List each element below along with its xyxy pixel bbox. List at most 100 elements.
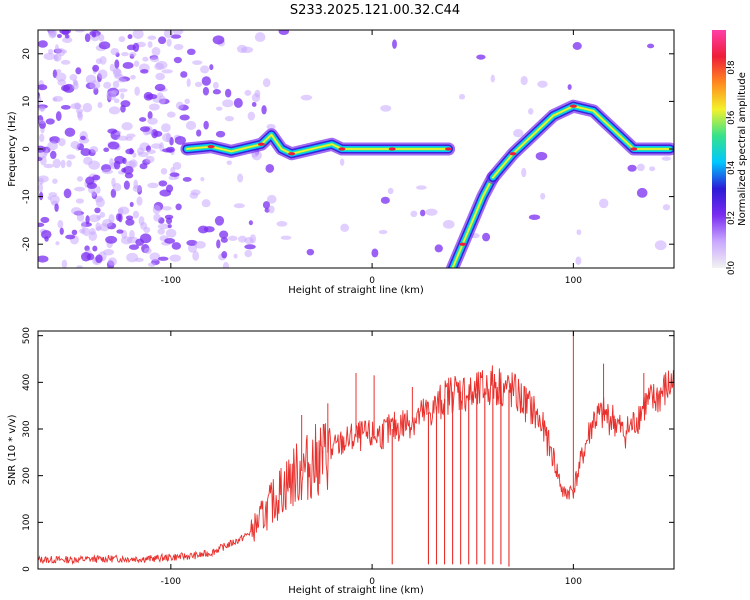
- heatmap-cell: [111, 89, 119, 95]
- spectrogram-xlabel: Height of straight line (km): [288, 285, 424, 296]
- heatmap-cell: [175, 101, 184, 110]
- heatmap-cell: [201, 199, 211, 208]
- heatmap-cell: [186, 78, 191, 88]
- colorbar-label: Normalized spectral amplitude: [737, 72, 748, 226]
- heatmap-cell: [149, 252, 161, 262]
- heatmap-cell: [164, 237, 176, 244]
- ridge-peak: [207, 145, 215, 149]
- heatmap-cell: [212, 81, 219, 90]
- heatmap-cell: [97, 102, 103, 109]
- heatmap-cell: [161, 69, 173, 74]
- heatmap-cell: [169, 172, 180, 177]
- heatmap-cell: [157, 36, 167, 45]
- snr-ylabel: SNR (10 * v/v): [7, 414, 18, 485]
- spectrogram-ylabel: Frequency (Hz): [7, 111, 18, 187]
- heatmap-cell: [59, 30, 71, 35]
- heatmap-cell: [38, 177, 44, 185]
- heatmap-cell: [92, 245, 98, 252]
- ridge-peak: [338, 147, 346, 151]
- heatmap-cell: [102, 219, 113, 228]
- heatmap-cell: [95, 254, 103, 264]
- heatmap-cell: [598, 198, 609, 209]
- heatmap-cell: [57, 220, 64, 229]
- heatmap-cell: [340, 223, 350, 232]
- heatmap-cell: [540, 192, 546, 200]
- ridge-peak: [459, 242, 467, 246]
- heatmap-cell: [55, 72, 67, 82]
- heatmap-cell: [110, 48, 119, 56]
- heatmap-cell: [48, 30, 57, 39]
- heatmap-cell: [43, 163, 54, 169]
- heatmap-cell: [166, 132, 171, 143]
- heatmap-cell: [54, 44, 59, 53]
- heatmap-cell: [387, 187, 394, 195]
- y-tick-label: 0: [22, 146, 32, 152]
- snr-x-axis: -100 0 100: [161, 331, 582, 587]
- heatmap-cell: [197, 225, 209, 234]
- snr-panel: -100 0 100 0 100 200 300 400 500 Height of stra…: [7, 327, 675, 596]
- heatmap-cell: [186, 48, 196, 56]
- x-tick-label: -100: [161, 276, 182, 286]
- heatmap-cell: [120, 92, 125, 100]
- heatmap-cell: [66, 154, 76, 160]
- heatmap-cell: [120, 100, 131, 108]
- heatmap-cell: [96, 215, 102, 220]
- heatmap-cell: [636, 187, 648, 198]
- heatmap-cell: [71, 229, 78, 236]
- heatmap-cell: [265, 163, 275, 173]
- heatmap-cell: [268, 205, 275, 214]
- heatmap-cell: [91, 190, 97, 197]
- heatmap-cell: [251, 150, 262, 161]
- heatmap-cell: [165, 217, 173, 225]
- heatmap-cell: [147, 262, 156, 267]
- heatmap-cell: [76, 265, 83, 268]
- heatmap-cell: [75, 67, 82, 75]
- heatmap-cell: [160, 167, 168, 175]
- heatmap-cell: [146, 149, 156, 154]
- heatmap-cell: [184, 98, 190, 105]
- y-tick-label: 0: [22, 566, 32, 572]
- heatmap-cell: [55, 241, 60, 246]
- heatmap-cell: [262, 201, 271, 209]
- heatmap-cell: [125, 215, 134, 220]
- heatmap-cell: [244, 244, 256, 250]
- heatmap-cell: [55, 111, 62, 122]
- heatmap-cell: [94, 207, 101, 214]
- heatmap-cell: [125, 218, 135, 226]
- heatmap-cell: [202, 86, 210, 96]
- heatmap-cell: [140, 69, 149, 74]
- heatmap-cell: [251, 101, 257, 107]
- y-tick-label: -10: [22, 189, 32, 204]
- heatmap-cell: [108, 106, 121, 115]
- heatmap-cell: [113, 68, 122, 78]
- heatmap-cell: [60, 159, 66, 169]
- heatmap-cell: [148, 128, 153, 135]
- heatmap-cell: [38, 222, 45, 227]
- heatmap-cell: [135, 238, 145, 246]
- heatmap-cell: [241, 46, 253, 54]
- heatmap-cell: [82, 102, 93, 113]
- heatmap-cell: [251, 93, 261, 103]
- heatmap-cell: [49, 195, 60, 205]
- heatmap-cell: [434, 244, 443, 253]
- heatmap-cell: [92, 174, 101, 181]
- heatmap-cell: [39, 133, 45, 143]
- colorbar: 0.0 0.2 0.4 0.6 0.8 Normalized spectral ampl…: [712, 30, 748, 275]
- heatmap-cell: [129, 147, 134, 155]
- heatmap-cell: [65, 234, 76, 240]
- heatmap-cell: [122, 62, 134, 69]
- heatmap-cell: [52, 97, 58, 102]
- heatmap-cell: [139, 163, 148, 170]
- heatmap-cell: [62, 36, 73, 44]
- heatmap-cell: [107, 141, 120, 150]
- heatmap-cell: [521, 167, 527, 178]
- heatmap-cell: [134, 86, 140, 96]
- ridge-flat-left: [186, 133, 450, 155]
- heatmap-cell: [276, 221, 288, 227]
- heatmap-cell: [102, 169, 114, 175]
- y-tick-label: 200: [22, 467, 32, 484]
- heatmap-cell: [97, 69, 108, 80]
- heatmap-cell: [105, 235, 118, 244]
- heatmap-cell: [54, 203, 59, 212]
- heatmap-cell: [47, 141, 58, 151]
